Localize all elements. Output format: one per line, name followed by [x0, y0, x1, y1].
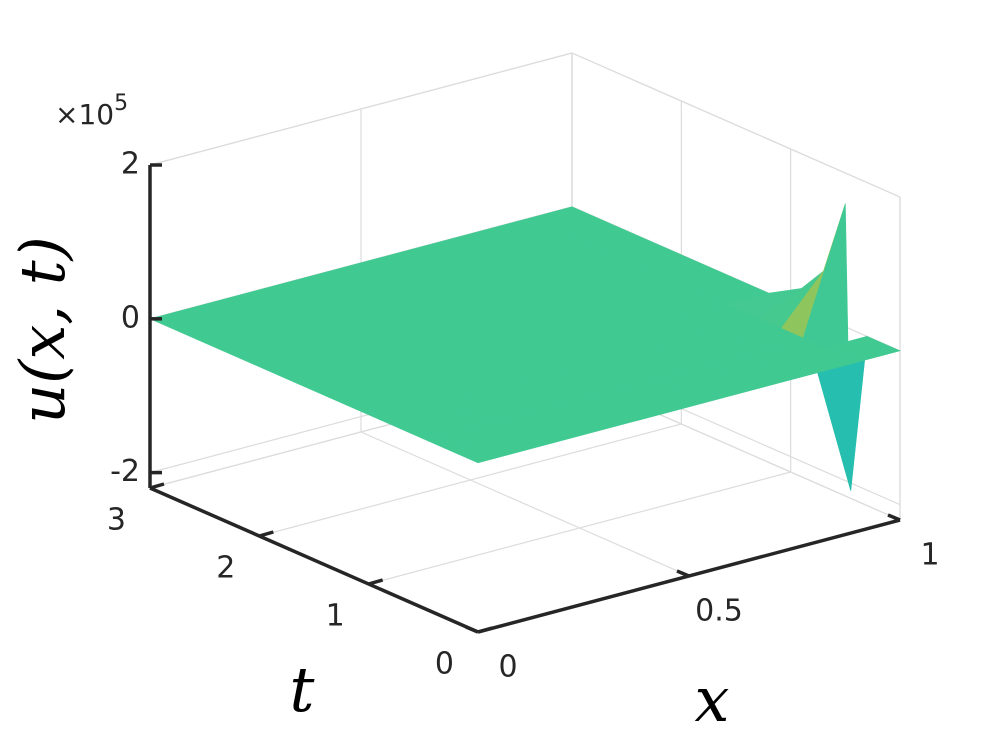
grid-line [149, 52, 573, 166]
z-multiplier: ×105 [55, 91, 128, 131]
x-tick-label: 1 [920, 538, 939, 573]
t-tick-label: 2 [216, 551, 235, 586]
z-axis-label: u(x, t) [6, 236, 79, 424]
z-exponent: 5 [114, 91, 128, 116]
z-multiplier-base: ×10 [55, 98, 114, 131]
axes: -2 0 2 0 1 2 3 0 0.5 1 [107, 147, 940, 685]
z-tick-label: 0 [121, 300, 140, 335]
t-tick-label: 0 [435, 647, 454, 682]
t-tick-label: 3 [107, 503, 126, 538]
z-tick-label: -2 [110, 454, 140, 489]
t-tick [258, 530, 274, 538]
x-axis-label: x [695, 663, 730, 736]
t-tick [368, 578, 384, 586]
x-tick [887, 513, 901, 522]
surface [149, 203, 901, 491]
x-tick [676, 569, 690, 578]
grid-line [368, 471, 791, 585]
grid-line [360, 431, 690, 577]
surface-patch [444, 347, 859, 464]
x-tick [465, 625, 479, 634]
x-tick-label: 0 [498, 650, 517, 685]
grid-line [259, 423, 682, 537]
t-tick [149, 482, 165, 490]
t-tick-label: 1 [326, 599, 345, 634]
t-axis-label: t [290, 653, 315, 726]
t-tick [477, 626, 493, 634]
z-tick-label: 2 [121, 147, 140, 182]
x-tick-label: 0.5 [695, 594, 743, 629]
grid-line [571, 52, 901, 198]
t-axis [149, 486, 479, 634]
